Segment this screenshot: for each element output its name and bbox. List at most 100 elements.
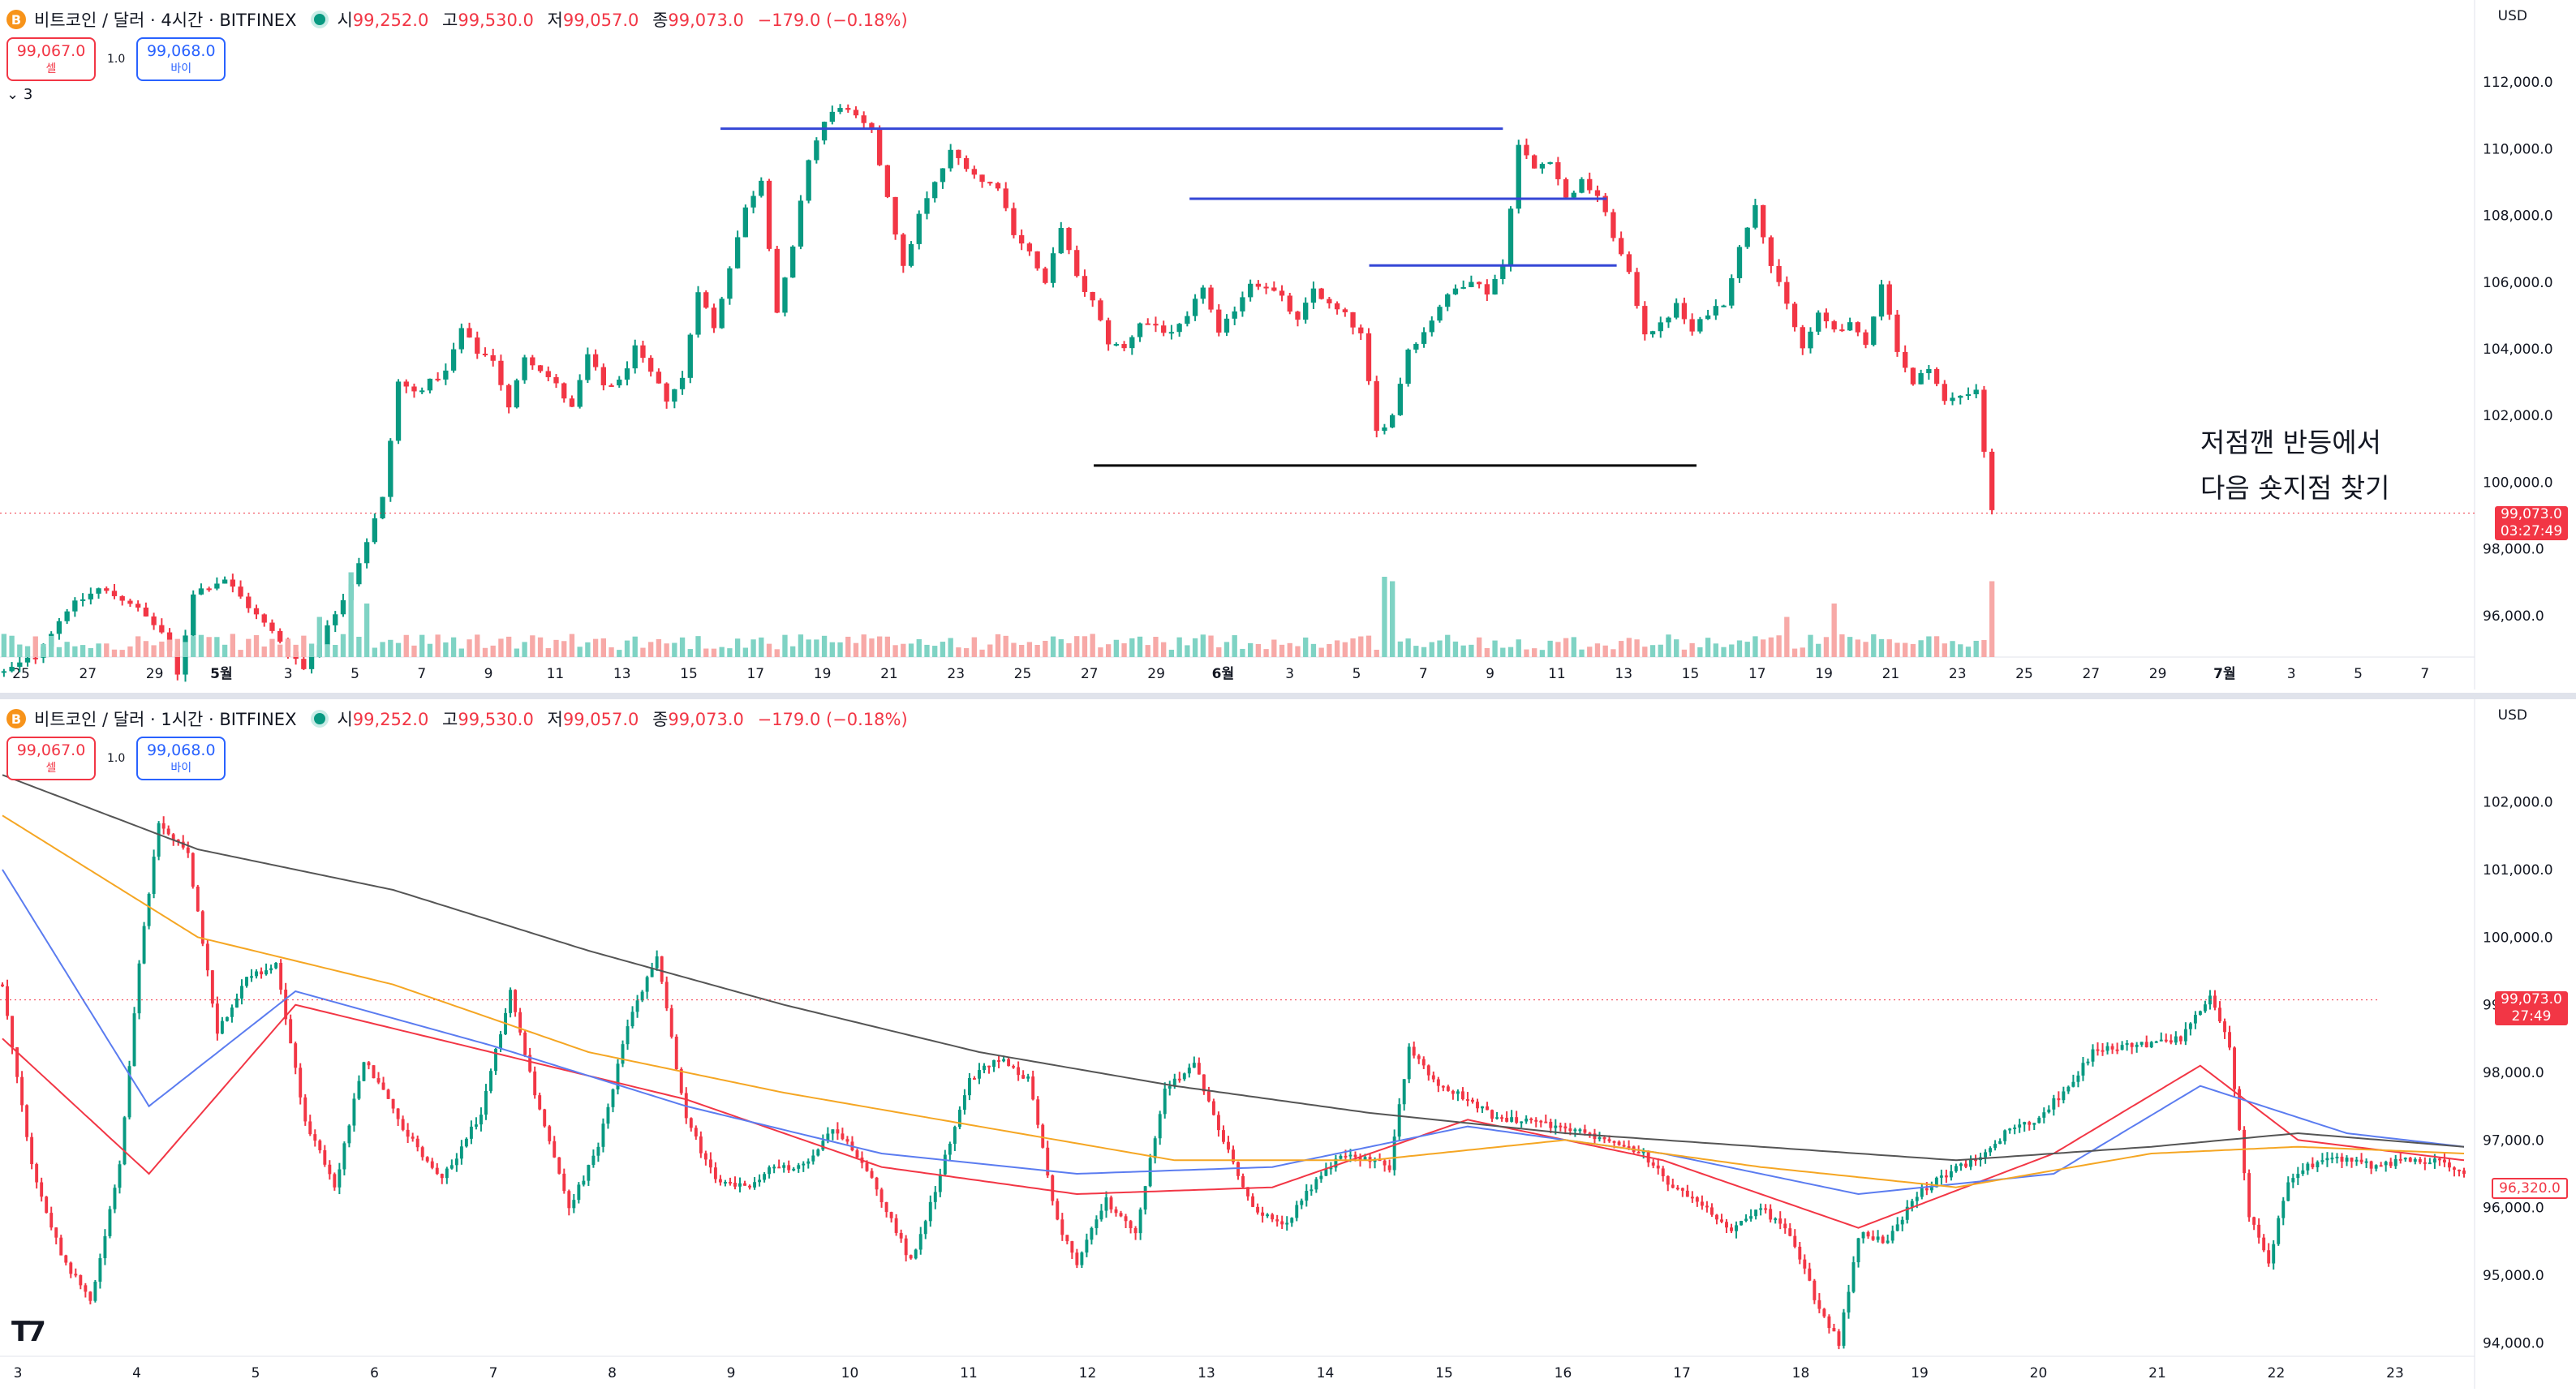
currency-label[interactable]: USD xyxy=(2497,8,2527,24)
candle-body xyxy=(210,970,214,1004)
candle-body xyxy=(1969,1159,1972,1167)
candle-body xyxy=(205,943,209,971)
candle-body xyxy=(96,588,101,594)
candle-body xyxy=(758,1179,762,1183)
volume-bar xyxy=(869,638,875,657)
candle-body xyxy=(1861,1232,1865,1239)
volume-bar xyxy=(1500,647,1506,657)
pane-divider[interactable] xyxy=(0,693,2576,699)
candle-body xyxy=(997,1059,1001,1062)
volume-bar xyxy=(1397,641,1404,657)
candle-body xyxy=(17,662,23,668)
candle-body xyxy=(514,380,520,408)
y-tick-label: 98,000.0 xyxy=(2483,542,2544,558)
volume-bar xyxy=(609,647,614,657)
volume-bar xyxy=(411,645,417,657)
candle-body xyxy=(372,1065,376,1079)
candle-body xyxy=(1413,343,1419,350)
chart-annotation[interactable]: 저점깬 반등에서 다음 숏지점 찾기 xyxy=(2200,420,2390,511)
candle-body xyxy=(1161,325,1167,333)
candle-body xyxy=(1791,303,1798,328)
volume-bar xyxy=(135,636,141,657)
volume-bar xyxy=(1744,642,1750,657)
candle-body xyxy=(777,1166,781,1169)
volume-bar xyxy=(301,635,307,657)
candle-body xyxy=(381,1082,385,1090)
candle-body xyxy=(1353,1154,1357,1158)
x-tick-label: 17 xyxy=(1748,666,1766,682)
symbol-title[interactable]: 비트코인 / 달러 · 4시간 · BITFINEX xyxy=(34,11,297,30)
candle-body xyxy=(1043,268,1048,283)
candle-body xyxy=(1383,1160,1387,1166)
volume-bar xyxy=(1571,637,1576,657)
candle-body xyxy=(1465,1099,1469,1102)
chart-canvas-4h[interactable]: 112,000.0 110,000.0 108,000.0 106,000.0 104,… xyxy=(0,0,2576,693)
candle-body xyxy=(1563,1126,1568,1129)
candle-body xyxy=(2238,1089,2242,1130)
candle-body xyxy=(2359,1159,2363,1162)
volume-bar xyxy=(127,646,133,657)
candle-body xyxy=(489,1071,492,1091)
candle-body xyxy=(1460,1091,1464,1100)
candle-body xyxy=(1295,311,1301,320)
candle-body xyxy=(1744,1218,1748,1222)
candle-body xyxy=(1390,415,1396,427)
sell-button[interactable]: 99,067.0 셀 xyxy=(6,37,96,81)
candle-body xyxy=(763,1174,767,1180)
candle-body xyxy=(20,1076,24,1106)
buy-button[interactable]: 99,068.0 바이 xyxy=(136,737,226,780)
volume-bar xyxy=(1098,647,1103,657)
volume-bar xyxy=(1666,634,1671,657)
ma-line-dark xyxy=(2,774,2465,1162)
candle-body xyxy=(674,1036,678,1070)
sell-button[interactable]: 99,067.0 셀 xyxy=(6,737,96,780)
candle-body xyxy=(2198,1011,2202,1016)
candle-body xyxy=(303,1097,307,1122)
candle-body xyxy=(1158,1114,1162,1139)
volume-bar xyxy=(1358,636,1364,657)
candle-body xyxy=(1200,287,1206,299)
buy-button[interactable]: 99,068.0 바이 xyxy=(136,37,226,81)
x-tick-label: 7 xyxy=(489,1365,498,1381)
candle-body xyxy=(362,1062,366,1081)
volume-bar xyxy=(995,634,1001,657)
chart-canvas-1h[interactable]: 102,000.0101,000.0100,000.099,000.098,00… xyxy=(0,699,2576,1392)
candle-body xyxy=(1749,1216,1753,1219)
candle-body xyxy=(1769,1209,1773,1220)
last-price-value: 99,073.0 xyxy=(2501,506,2562,522)
candle-body xyxy=(655,956,659,969)
candle-body xyxy=(1452,288,1459,294)
volume-bar xyxy=(1350,638,1356,657)
candle-body xyxy=(2374,1165,2378,1169)
candle-body xyxy=(1012,1066,1016,1068)
tradingview-logo[interactable]: T7 xyxy=(11,1316,46,1348)
currency-label[interactable]: USD xyxy=(2497,707,2527,724)
candle-body xyxy=(2003,1130,2007,1141)
candle-body xyxy=(1382,427,1387,432)
chart-pane-1h[interactable]: 102,000.0101,000.0100,000.099,000.098,00… xyxy=(0,699,2576,1392)
candle-body xyxy=(333,1174,337,1188)
volume-bar xyxy=(861,634,867,657)
candle-body xyxy=(1261,1212,1265,1216)
candle-body xyxy=(2223,1021,2226,1033)
candle-body xyxy=(1736,247,1743,278)
candle-body xyxy=(723,1181,727,1184)
indicator-toggle[interactable]: ⌄ 3 xyxy=(6,86,32,103)
symbol-title[interactable]: 비트코인 / 달러 · 1시간 · BITFINEX xyxy=(34,710,297,729)
candle-body xyxy=(1303,303,1309,320)
candle-body xyxy=(2423,1162,2427,1164)
volume-bar xyxy=(1310,643,1317,657)
volume-bar xyxy=(814,639,819,657)
candle-body xyxy=(987,182,993,184)
volume-bar xyxy=(1973,640,1979,657)
chart-pane-4h[interactable]: 112,000.0 110,000.0 108,000.0 106,000.0 104,… xyxy=(0,0,2576,693)
volume-bar xyxy=(1,634,7,657)
close-value: 99,073.0 xyxy=(668,710,744,729)
candle-body xyxy=(1611,212,1616,238)
candle-body xyxy=(962,1095,966,1111)
candle-body xyxy=(901,234,906,266)
candle-body xyxy=(2447,1162,2451,1168)
candle-body xyxy=(1129,337,1135,349)
candle-body xyxy=(347,1125,351,1144)
y-tick-label: 104,000.0 xyxy=(2483,342,2553,358)
